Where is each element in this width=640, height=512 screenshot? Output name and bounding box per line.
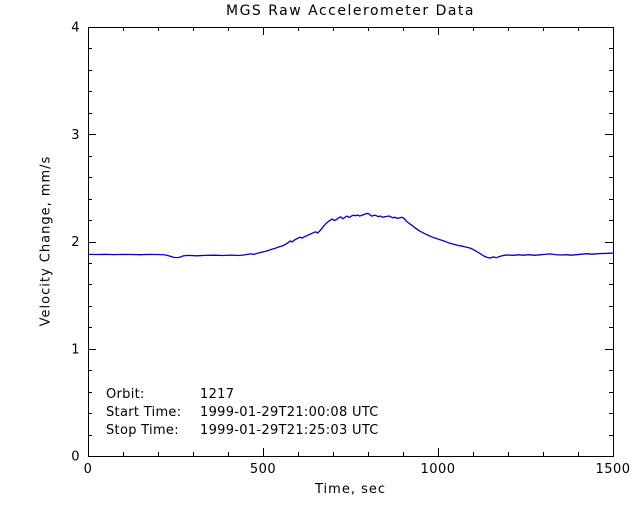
y-tick-label: 3 (71, 128, 80, 143)
orbit-annotation: Orbit: 1217 (106, 386, 379, 404)
stop-time-value: 1999-01-29T21:25:03 UTC (200, 423, 379, 438)
y-tick-label: 4 (71, 21, 80, 36)
x-tick-label: 0 (84, 462, 93, 477)
x-axis-title: Time, sec (315, 482, 386, 497)
y-tick-label: 2 (71, 235, 80, 250)
start-time-label: Start Time: (106, 405, 182, 420)
x-tick-label: 500 (250, 462, 276, 477)
annotation-block: Orbit: 1217 Start Time: 1999-01-29T21:00… (106, 386, 379, 440)
y-tick-label: 0 (71, 450, 80, 465)
data-line (87, 212, 614, 259)
y-tick-label: 1 (71, 342, 80, 357)
stop-time-label: Stop Time: (106, 423, 179, 438)
x-tick-label: 1500 (595, 462, 630, 477)
x-tick-label: 1000 (420, 462, 455, 477)
y-axis-title: Velocity Change, mm/s (38, 155, 54, 327)
start-time-annotation: Start Time: 1999-01-29T21:00:08 UTC (106, 404, 379, 422)
orbit-label: Orbit: (106, 387, 145, 402)
start-time-value: 1999-01-29T21:00:08 UTC (200, 405, 379, 420)
stop-time-annotation: Stop Time: 1999-01-29T21:25:03 UTC (106, 422, 379, 440)
orbit-value: 1217 (200, 387, 235, 402)
chart-title: MGS Raw Accelerometer Data (225, 3, 475, 19)
